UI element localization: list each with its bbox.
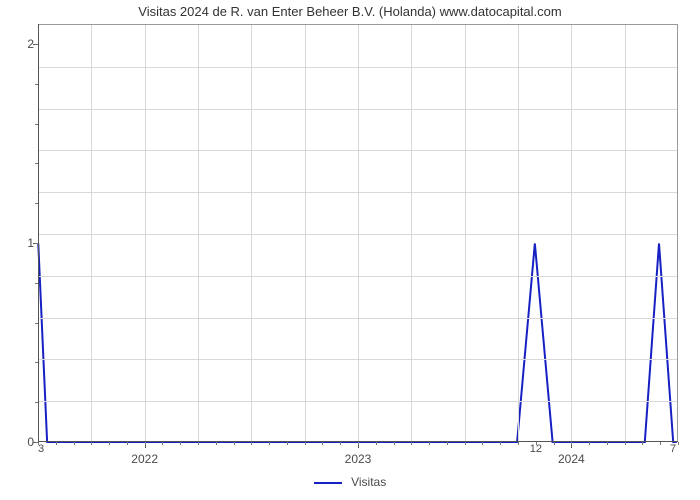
x-tick-minor [109,442,110,445]
y-tick-minor [35,323,38,324]
x-tick-minor [607,442,608,445]
x-tick-minor [322,442,323,445]
gridline-horizontal [38,109,677,110]
y-tick-minor [35,362,38,363]
y-axis-line [38,24,39,442]
x-tick-minor [589,442,590,445]
y-tick-minor [35,402,38,403]
x-tick-minor [554,442,555,445]
legend-swatch [314,482,342,484]
x-tick-label: 2024 [558,452,585,466]
x-tick-minor [394,442,395,445]
gridline-horizontal [38,192,677,193]
y-tick-minor [35,124,38,125]
chart-container: Visitas 2024 de R. van Enter Beheer B.V.… [0,0,700,500]
x-tick-minor [518,442,519,445]
x-tick-minor [571,442,572,445]
x-tick-minor [56,442,57,445]
y-tick-minor [35,283,38,284]
x-tick-minor [642,442,643,445]
x-tick-minor [216,442,217,445]
x-tick-minor [625,442,626,445]
x-tick-minor [234,442,235,445]
x-tick-minor [482,442,483,445]
x-tick-minor [376,442,377,445]
y-tick-label: 0 [4,435,34,449]
legend: Visitas [0,475,700,489]
x-tick-minor [198,442,199,445]
x-tick-minor [660,442,661,445]
x-tick-minor [287,442,288,445]
x-tick-minor [251,442,252,445]
x-tick-minor [429,442,430,445]
x-tick-label: 2023 [345,452,372,466]
gridline-horizontal [38,276,677,277]
legend-label: Visitas [351,475,386,489]
gridline-horizontal [38,359,677,360]
y-tick-label: 2 [4,37,34,51]
y-tick-minor [35,203,38,204]
x-tick-minor [305,442,306,445]
x-axis-annotation: 3 [38,443,44,455]
x-tick-minor [74,442,75,445]
x-axis-annotation: 12 [530,443,542,455]
x-tick-minor [91,442,92,445]
x-tick-minor [162,442,163,445]
y-tick-minor [35,163,38,164]
y-tick-minor [35,84,38,85]
y-tick-minor [35,44,38,45]
x-tick-minor [180,442,181,445]
x-tick-minor [447,442,448,445]
x-tick-minor [411,442,412,445]
x-tick-label: 2022 [131,452,158,466]
x-tick-minor [145,442,146,445]
x-tick-minor [269,442,270,445]
gridline-horizontal [38,67,677,68]
x-tick-minor [127,442,128,445]
gridline-horizontal [38,150,677,151]
x-tick-minor [678,442,679,445]
y-tick-label: 1 [4,236,34,250]
x-axis-annotation: 7 [670,443,676,455]
x-tick-minor [500,442,501,445]
chart-title: Visitas 2024 de R. van Enter Beheer B.V.… [0,4,700,19]
gridline-horizontal [38,318,677,319]
gridline-horizontal [38,401,677,402]
plot-area [38,24,678,442]
x-tick-minor [340,442,341,445]
x-tick-minor [358,442,359,445]
x-tick-minor [465,442,466,445]
gridline-horizontal [38,234,677,235]
y-tick-minor [35,243,38,244]
